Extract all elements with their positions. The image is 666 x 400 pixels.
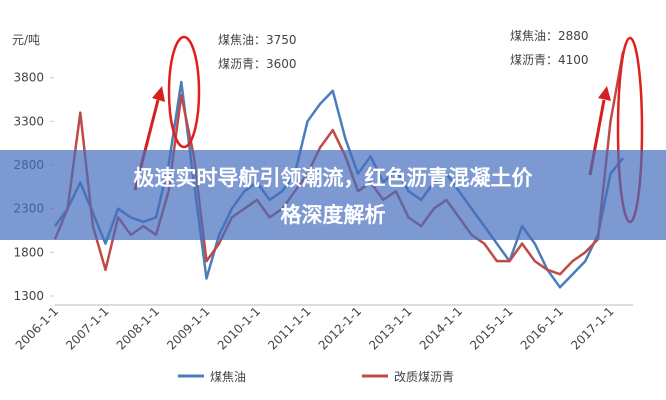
- x-tick-label: 2009-1-1: [164, 304, 212, 352]
- x-tick-label: 2013-1-1: [366, 304, 414, 352]
- y-tick-label: 3800: [13, 71, 44, 85]
- y-tick-label: 1800: [13, 245, 44, 259]
- x-tick-label: 2010-1-1: [215, 304, 263, 352]
- x-tick-label: 2015-1-1: [467, 304, 515, 352]
- x-tick-label: 2016-1-1: [518, 304, 566, 352]
- x-tick-label: 2008-1-1: [114, 304, 162, 352]
- annotation: 煤沥青：3600: [218, 57, 297, 71]
- x-tick-label: 2012-1-1: [316, 304, 364, 352]
- annotation: 煤焦油：2880: [510, 29, 589, 43]
- annotation: 煤焦油：3750: [218, 33, 297, 47]
- legend-label: 改质煤沥青: [394, 370, 454, 384]
- annotation: 煤沥青：4100: [510, 53, 589, 67]
- y-unit: 元/吨: [12, 33, 40, 47]
- y-tick-label: 1300: [13, 289, 44, 303]
- x-tick-label: 2007-1-1: [63, 304, 111, 352]
- x-tick-label: 2014-1-1: [417, 304, 465, 352]
- x-tick-label: 2006-1-1: [13, 304, 61, 352]
- banner-title: 极速实时导航引领潮流，红色沥青混凝土价格深度解析: [134, 166, 534, 227]
- x-tick-label: 2017-1-1: [568, 304, 616, 352]
- legend-label: 煤焦油: [210, 370, 246, 384]
- y-tick-label: 3300: [13, 114, 44, 128]
- highlight-circle: [167, 35, 201, 149]
- banner: [0, 150, 666, 240]
- x-tick-label: 2011-1-1: [265, 304, 313, 352]
